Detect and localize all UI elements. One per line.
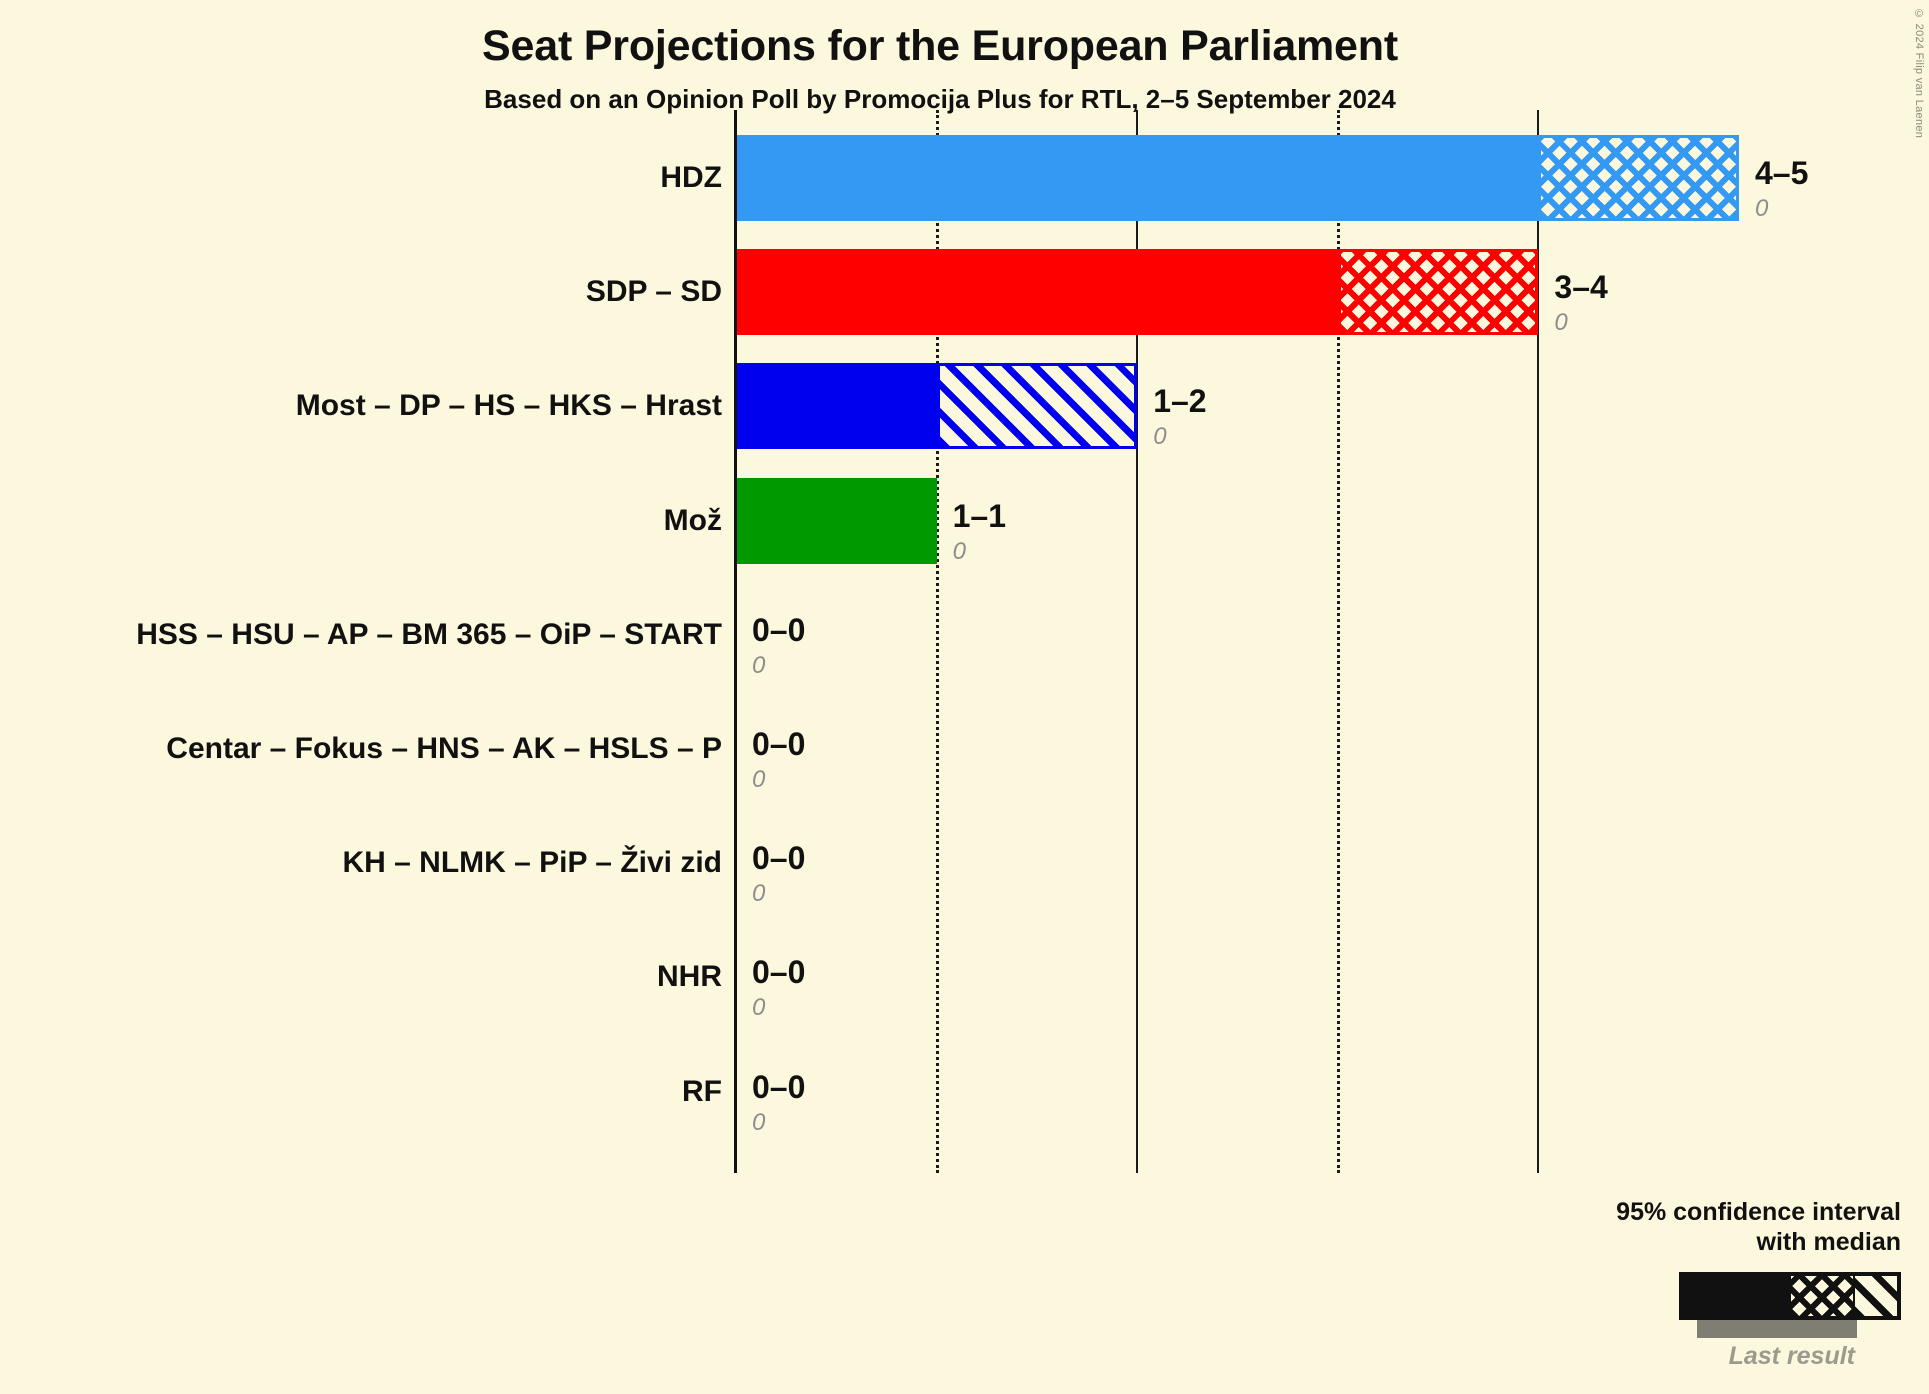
last-result-value: 0 — [952, 537, 966, 565]
seat-range-label: 4–5 — [1755, 155, 1809, 191]
bar-median — [736, 249, 1338, 336]
last-result-value: 0 — [752, 1108, 766, 1136]
legend-last-result-label: Last result — [1728, 1342, 1855, 1370]
gridline-4-seats — [1537, 110, 1540, 1173]
seat-range-label: 0–0 — [752, 954, 806, 991]
gridline-1-seats — [935, 110, 939, 1173]
seat-range-label: 0–0 — [752, 840, 806, 877]
copyright-notice: © 2024 Filip van Laenen — [1913, 8, 1925, 139]
last-result-value: 0 — [1755, 195, 1769, 222]
bar-confidence-interval — [936, 363, 1138, 450]
category-label: RF — [682, 1074, 722, 1108]
legend-crosshatch-segment — [1791, 1276, 1853, 1316]
bar-confidence-interval — [1337, 249, 1539, 336]
last-result-value: 0 — [752, 651, 766, 679]
legend-last-result-bar — [1697, 1320, 1857, 1338]
category-label: SDP – SD — [585, 275, 722, 309]
legend-sample-bar — [1679, 1272, 1901, 1320]
legend-title-line2: with median — [1756, 1228, 1901, 1256]
category-label: NHR — [657, 960, 722, 994]
seat-range-label: 0–0 — [752, 726, 806, 762]
category-label: HDZ — [660, 161, 722, 194]
last-result-value: 0 — [752, 880, 766, 908]
legend-title-line1: 95% confidence interval — [1616, 1198, 1901, 1226]
bar-median — [736, 477, 937, 564]
last-result-value: 0 — [1153, 423, 1167, 451]
seat-range-label: 1–2 — [1153, 383, 1207, 420]
chart-subtitle: Based on an Opinion Poll by Promocija Pl… — [484, 84, 1396, 114]
y-axis — [734, 110, 737, 1173]
category-label: HSS – HSU – AP – BM 365 – OiP – START — [136, 617, 722, 651]
seat-range-label: 0–0 — [752, 611, 806, 648]
bar-median — [736, 135, 1539, 221]
seat-range-label: 0–0 — [752, 1068, 806, 1105]
gridline-3-seats — [1336, 110, 1340, 1173]
category-label: KH – NLMK – PiP – Živi zid — [342, 846, 722, 880]
last-result-value: 0 — [1554, 309, 1568, 337]
bar-confidence-interval — [1538, 135, 1739, 221]
category-label: Most – DP – HS – HKS – Hrast — [295, 389, 722, 423]
legend-diagonal-segment — [1855, 1276, 1897, 1316]
category-label: Centar – Fokus – HNS – AK – HSLS – P — [166, 732, 722, 765]
category-label: Mož — [663, 503, 722, 537]
last-result-value: 0 — [752, 994, 766, 1022]
page-title: Seat Projections for the European Parlia… — [482, 22, 1398, 70]
seat-range-label: 3–4 — [1554, 269, 1608, 306]
gridline-2-seats — [1136, 110, 1139, 1173]
last-result-value: 0 — [752, 766, 766, 793]
seat-range-label: 1–1 — [952, 497, 1006, 534]
bar-median — [736, 363, 937, 450]
